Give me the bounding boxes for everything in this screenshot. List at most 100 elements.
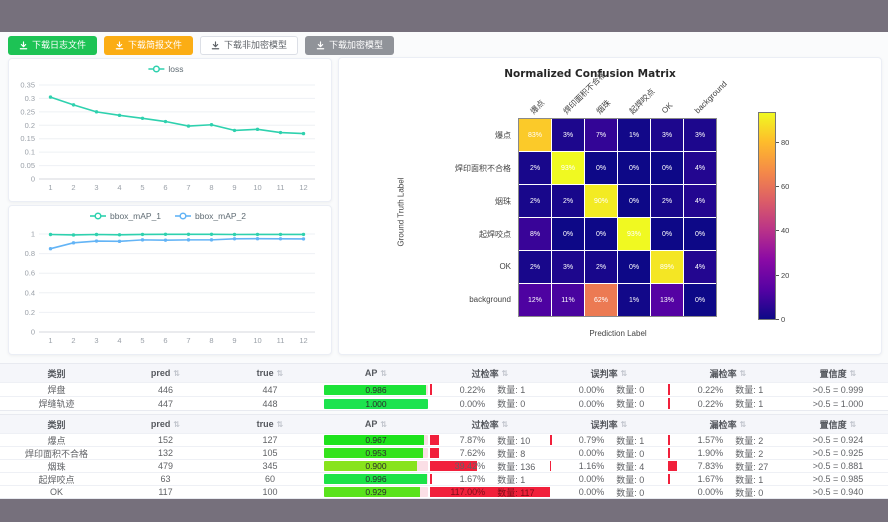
header-mis[interactable]: 误判率 ⇅ (550, 415, 668, 433)
header-over[interactable]: 过检率 ⇅ (430, 415, 550, 433)
sort-icon[interactable]: ⇅ (739, 368, 747, 378)
sort-icon[interactable]: ⇅ (380, 419, 388, 429)
header-ap[interactable]: AP ⇅ (322, 415, 430, 433)
table-row: 焊盘 446 447 0.986 0.22% 数量: 1 0.00% 数量: 0 0.22% 数量… (0, 383, 888, 397)
sort-icon[interactable]: ⇅ (501, 368, 509, 378)
colorbar-tick (776, 274, 779, 276)
svg-text:1: 1 (31, 230, 35, 239)
cm-cell: 0% (651, 218, 683, 250)
svg-text:11: 11 (277, 336, 285, 345)
sort-icon[interactable]: ⇅ (173, 419, 181, 429)
header-true[interactable]: true ⇅ (218, 364, 322, 382)
rate-text: 7.87% 数量: 10 (459, 435, 531, 446)
sort-icon[interactable]: ⇅ (739, 419, 747, 429)
sort-icon[interactable]: ⇅ (849, 368, 857, 378)
header-over[interactable]: 过检率 ⇅ (430, 364, 550, 382)
legend-item-loss[interactable]: loss (148, 64, 184, 74)
colorbar-tick (776, 141, 779, 143)
colorbar-tick-label: 80 (781, 137, 790, 147)
cell-pred: 479 (157, 461, 174, 471)
sort-icon[interactable]: ⇅ (173, 368, 181, 378)
cm-cell: 2% (519, 251, 551, 283)
header-miss[interactable]: 漏检率 ⇅ (668, 415, 788, 433)
sort-icon[interactable]: ⇅ (276, 368, 284, 378)
header-label: AP (364, 419, 378, 429)
ap-bar (324, 435, 425, 445)
cm-cell: 1% (618, 119, 650, 151)
sort-icon[interactable]: ⇅ (380, 368, 388, 378)
cm-row-label: 爆点 (495, 131, 511, 140)
cell-rate: 0.00% 数量: 0 (550, 397, 668, 410)
download-button-3[interactable]: 下载非加密模型 (200, 36, 299, 55)
header-true[interactable]: true ⇅ (218, 415, 322, 433)
cell-rate: 1.67% 数量: 1 (430, 473, 550, 485)
cell-rate: 1.67% 数量: 1 (668, 473, 788, 485)
cm-cell: 11% (552, 284, 584, 316)
cell-ap: 1.000 (322, 397, 430, 410)
svg-text:0.6: 0.6 (25, 269, 35, 278)
header-pred[interactable]: pred ⇅ (113, 415, 218, 433)
download-button-4[interactable]: 下载加密模型 (305, 36, 395, 55)
sort-icon[interactable]: ⇅ (620, 368, 628, 378)
rate-bar (430, 461, 478, 471)
cm-cell: 0% (651, 152, 683, 184)
svg-text:7: 7 (186, 336, 190, 345)
sort-icon[interactable]: ⇅ (620, 419, 628, 429)
svg-text:0.3: 0.3 (25, 94, 35, 103)
svg-text:2: 2 (71, 336, 75, 345)
header-miss[interactable]: 漏检率 ⇅ (668, 364, 788, 382)
cell-conf: >0.5 = 1.000 (812, 398, 864, 409)
ap-bar (324, 461, 418, 471)
download-button-2[interactable]: 下载简报文件 (104, 36, 194, 55)
button-label: 下载加密模型 (329, 40, 384, 50)
svg-text:0: 0 (31, 175, 35, 184)
cm-row-label: 起焊咬点 (479, 230, 511, 239)
header-pred[interactable]: pred ⇅ (113, 364, 218, 382)
cm-cell: 1% (618, 284, 650, 316)
header-conf[interactable]: 置信度 ⇅ (788, 415, 888, 433)
cell-conf: >0.5 = 0.924 (812, 435, 864, 445)
cm-col-label: 起焊咬点 (627, 87, 657, 116)
cell-conf: >0.5 = 0.881 (812, 461, 864, 471)
cell-conf: >0.5 = 0.925 (812, 448, 864, 458)
svg-text:4: 4 (117, 336, 121, 345)
sort-icon[interactable]: ⇅ (501, 419, 509, 429)
cell-true: 105 (262, 448, 278, 458)
cell-pred: 117 (158, 487, 173, 497)
download-button-1[interactable]: 下载日志文件 (8, 36, 98, 55)
cell-class: 爆点 (47, 435, 66, 446)
cell-ap: 0.953 (322, 447, 430, 459)
confusion-matrix-xlabel: Prediction Label (589, 329, 647, 338)
ap-bar (324, 474, 428, 484)
legend-item-bbox_mAP_1[interactable]: bbox_mAP_1 (90, 211, 161, 221)
sort-icon[interactable]: ⇅ (849, 419, 857, 429)
svg-text:1: 1 (48, 183, 52, 192)
legend-item-bbox_mAP_2[interactable]: bbox_mAP_2 (175, 211, 246, 221)
cell-pred: 132 (157, 448, 174, 458)
rate-text: 0.79% 数量: 1 (578, 435, 645, 446)
cell-rate: 0.00% 数量: 0 (550, 447, 668, 459)
cell-rate: 7.83% 数量: 27 (668, 460, 788, 472)
ap-value: 1.000 (365, 398, 387, 409)
cm-cell: 89% (651, 251, 683, 283)
cm-cell: 13% (651, 284, 683, 316)
cell-conf: >0.5 = 0.985 (812, 474, 864, 484)
confusion-matrix-card: Normalized Confusion Matrix Ground Truth… (338, 57, 882, 355)
cell-true: 100 (262, 487, 278, 497)
cm-cell: 93% (618, 218, 650, 250)
svg-text:9: 9 (232, 336, 236, 345)
header-label: 类别 (47, 419, 66, 430)
svg-text:3: 3 (94, 336, 98, 345)
button-label: 下载非加密模型 (224, 40, 288, 50)
sort-icon[interactable]: ⇅ (276, 419, 284, 429)
ap-bar (324, 384, 427, 395)
svg-text:12: 12 (299, 336, 307, 345)
cell-rate: 0.79% 数量: 1 (550, 434, 668, 446)
cell-rate: 7.62% 数量: 8 (430, 447, 550, 459)
header-conf[interactable]: 置信度 ⇅ (788, 364, 888, 382)
cm-cell: 7% (585, 119, 617, 151)
header-mis[interactable]: 误判率 ⇅ (550, 364, 668, 382)
svg-text:bbox_mAP_1: bbox_mAP_1 (110, 211, 161, 221)
header-ap[interactable]: AP ⇅ (322, 364, 430, 382)
cell-true: 447 (262, 384, 278, 395)
